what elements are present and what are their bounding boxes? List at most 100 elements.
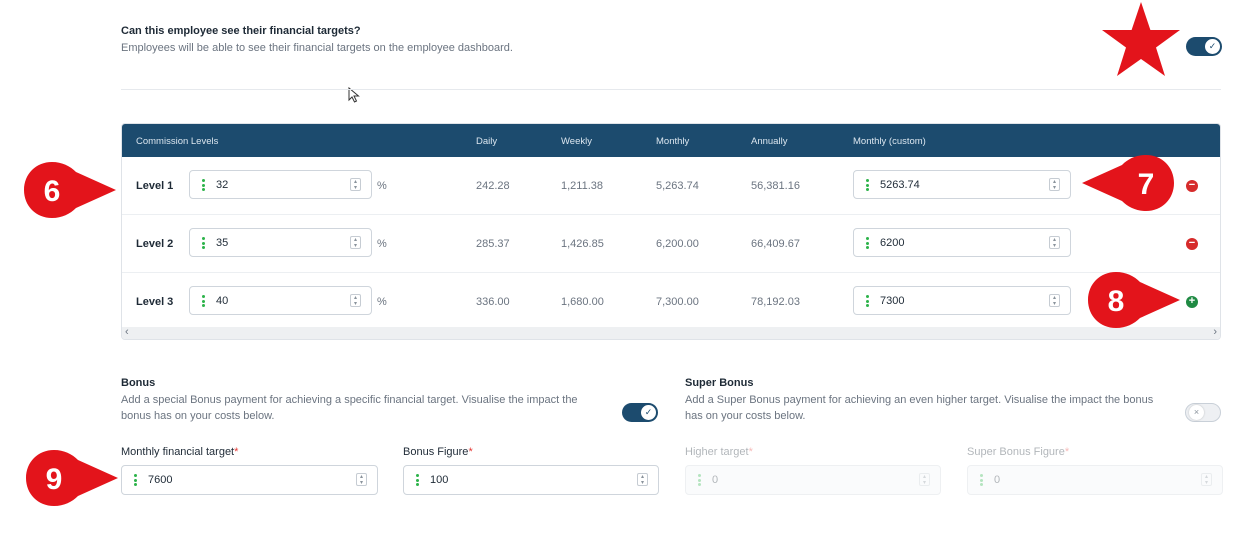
drag-handle-icon (698, 474, 701, 486)
commission-table: Commission Levels Daily Weekly Monthly A… (121, 123, 1221, 340)
drag-handle-icon[interactable] (866, 295, 869, 307)
marker-6-label: 6 (44, 175, 61, 208)
percent-unit: % (377, 238, 387, 250)
level-percent-input[interactable]: 40 ▴ ▾ (189, 286, 372, 315)
monthly-value: 5,263.74 (656, 180, 699, 192)
table-row: Level 2 35 ▴ ▾ % 285.37 1,426.85 6,200.00… (122, 215, 1220, 273)
level-percent-input[interactable]: 35 ▴ ▾ (189, 228, 372, 257)
weekly-value: 1,426.85 (561, 238, 604, 250)
super-bonus-description: Add a Super Bonus payment for achieving … (685, 394, 1154, 422)
mouse-pointer-icon (348, 87, 360, 103)
scroll-left-icon[interactable]: ‹ (125, 326, 129, 338)
weekly-value: 1,680.00 (561, 296, 604, 308)
monthly-target-label: Monthly financial target* (121, 446, 239, 458)
annually-value: 56,381.16 (751, 180, 800, 192)
level-label: Level 2 (136, 238, 174, 250)
monthly-value: 6,200.00 (656, 238, 699, 250)
level-percent-value: 32 (216, 179, 229, 191)
monthly-custom-input[interactable]: 6200 ▴ ▾ (853, 228, 1071, 257)
visibility-question: Can this employee see their financial ta… (121, 25, 361, 37)
drag-handle-icon[interactable] (202, 237, 205, 249)
monthly-custom-value: 6200 (880, 237, 905, 249)
monthly-custom-input[interactable]: 7300 ▴ ▾ (853, 286, 1071, 315)
horizontal-scrollbar[interactable]: ‹ › (122, 326, 1220, 339)
higher-target-value: 0 (712, 474, 719, 486)
bonus-toggle[interactable]: ✓ (622, 403, 658, 422)
star-icon (1102, 2, 1180, 76)
spinner-icon[interactable]: ▴ ▾ (350, 236, 361, 249)
higher-target-label: Higher target* (685, 446, 753, 458)
super-bonus-figure-input[interactable]: 0 ▴ ▾ (967, 465, 1223, 495)
spinner-icon[interactable]: ▴ ▾ (350, 178, 361, 191)
higher-target-input[interactable]: 0 ▴ ▾ (685, 465, 941, 495)
annotation-marker-6: 6 (24, 162, 116, 218)
monthly-custom-input[interactable]: 5263.74 ▴ ▾ (853, 170, 1071, 199)
bonus-description: Add a special Bonus payment for achievin… (121, 394, 578, 422)
percent-unit: % (377, 296, 387, 308)
monthly-value: 7,300.00 (656, 296, 699, 308)
monthly-target-input[interactable]: 7600 ▴ ▾ (121, 465, 378, 495)
cross-icon: × (1189, 405, 1204, 420)
monthly-custom-value: 5263.74 (880, 179, 920, 191)
annotation-marker-7: 7 (1082, 155, 1174, 211)
table-header: Commission Levels Daily Weekly Monthly A… (122, 124, 1220, 157)
bonus-figure-input[interactable]: 100 ▴ ▾ (403, 465, 659, 495)
marker-9-label: 9 (46, 463, 63, 496)
level-label: Level 3 (136, 296, 174, 308)
header-monthly-custom: Monthly (custom) (853, 136, 926, 147)
drag-handle-icon (980, 474, 983, 486)
section-divider (121, 89, 1221, 90)
marker-8-label: 8 (1108, 285, 1125, 318)
level-percent-input[interactable]: 32 ▴ ▾ (189, 170, 372, 199)
header-commission-levels: Commission Levels (136, 136, 219, 147)
drag-handle-icon[interactable] (202, 179, 205, 191)
spinner-icon: ▴ ▾ (919, 473, 930, 486)
visibility-toggle[interactable]: ✓ (1186, 37, 1222, 56)
super-bonus-toggle[interactable]: × (1185, 403, 1221, 422)
bonus-title: Bonus (121, 377, 156, 389)
header-weekly: Weekly (561, 136, 592, 147)
spinner-icon[interactable]: ▴ ▾ (1049, 294, 1060, 307)
table-row: Level 1 32 ▴ ▾ % 242.28 1,211.38 5,263.74… (122, 157, 1220, 215)
super-bonus-title: Super Bonus (685, 377, 754, 389)
monthly-target-value: 7600 (148, 474, 173, 486)
super-bonus-figure-label: Super Bonus Figure* (967, 446, 1070, 458)
drag-handle-icon[interactable] (416, 474, 419, 486)
spinner-icon[interactable]: ▴ ▾ (350, 294, 361, 307)
annually-value: 78,192.03 (751, 296, 800, 308)
annotation-marker-9: 9 (26, 450, 118, 506)
daily-value: 285.37 (476, 238, 510, 250)
marker-7-label: 7 (1138, 168, 1155, 201)
spinner-icon[interactable]: ▴ ▾ (1049, 178, 1060, 191)
level-percent-value: 40 (216, 295, 229, 307)
spinner-icon[interactable]: ▴ ▾ (637, 473, 648, 486)
add-level-icon[interactable]: + (1186, 296, 1198, 308)
header-daily: Daily (476, 136, 498, 147)
daily-value: 336.00 (476, 296, 510, 308)
header-annually: Annually (751, 136, 788, 147)
spinner-icon: ▴ ▾ (1201, 473, 1212, 486)
drag-handle-icon[interactable] (866, 237, 869, 249)
daily-value: 242.28 (476, 180, 510, 192)
check-icon: ✓ (1205, 39, 1220, 54)
scroll-right-icon[interactable]: › (1213, 326, 1217, 338)
super-bonus-figure-value: 0 (994, 474, 1001, 486)
drag-handle-icon[interactable] (866, 179, 869, 191)
monthly-custom-value: 7300 (880, 295, 905, 307)
table-row: Level 3 40 ▴ ▾ % 336.00 1,680.00 7,300.00… (122, 273, 1220, 330)
percent-unit: % (377, 180, 387, 192)
visibility-description: Employees will be able to see their fina… (121, 42, 513, 54)
drag-handle-icon[interactable] (202, 295, 205, 307)
annotation-marker-8: 8 (1088, 272, 1180, 328)
drag-handle-icon[interactable] (134, 474, 137, 486)
remove-level-icon[interactable]: − (1186, 180, 1198, 192)
bonus-figure-label: Bonus Figure* (403, 446, 473, 458)
weekly-value: 1,211.38 (561, 180, 604, 192)
bonus-figure-value: 100 (430, 474, 449, 486)
check-icon: ✓ (641, 405, 656, 420)
spinner-icon[interactable]: ▴ ▾ (356, 473, 367, 486)
level-percent-value: 35 (216, 237, 229, 249)
header-monthly: Monthly (656, 136, 690, 147)
spinner-icon[interactable]: ▴ ▾ (1049, 236, 1060, 249)
remove-level-icon[interactable]: − (1186, 238, 1198, 250)
